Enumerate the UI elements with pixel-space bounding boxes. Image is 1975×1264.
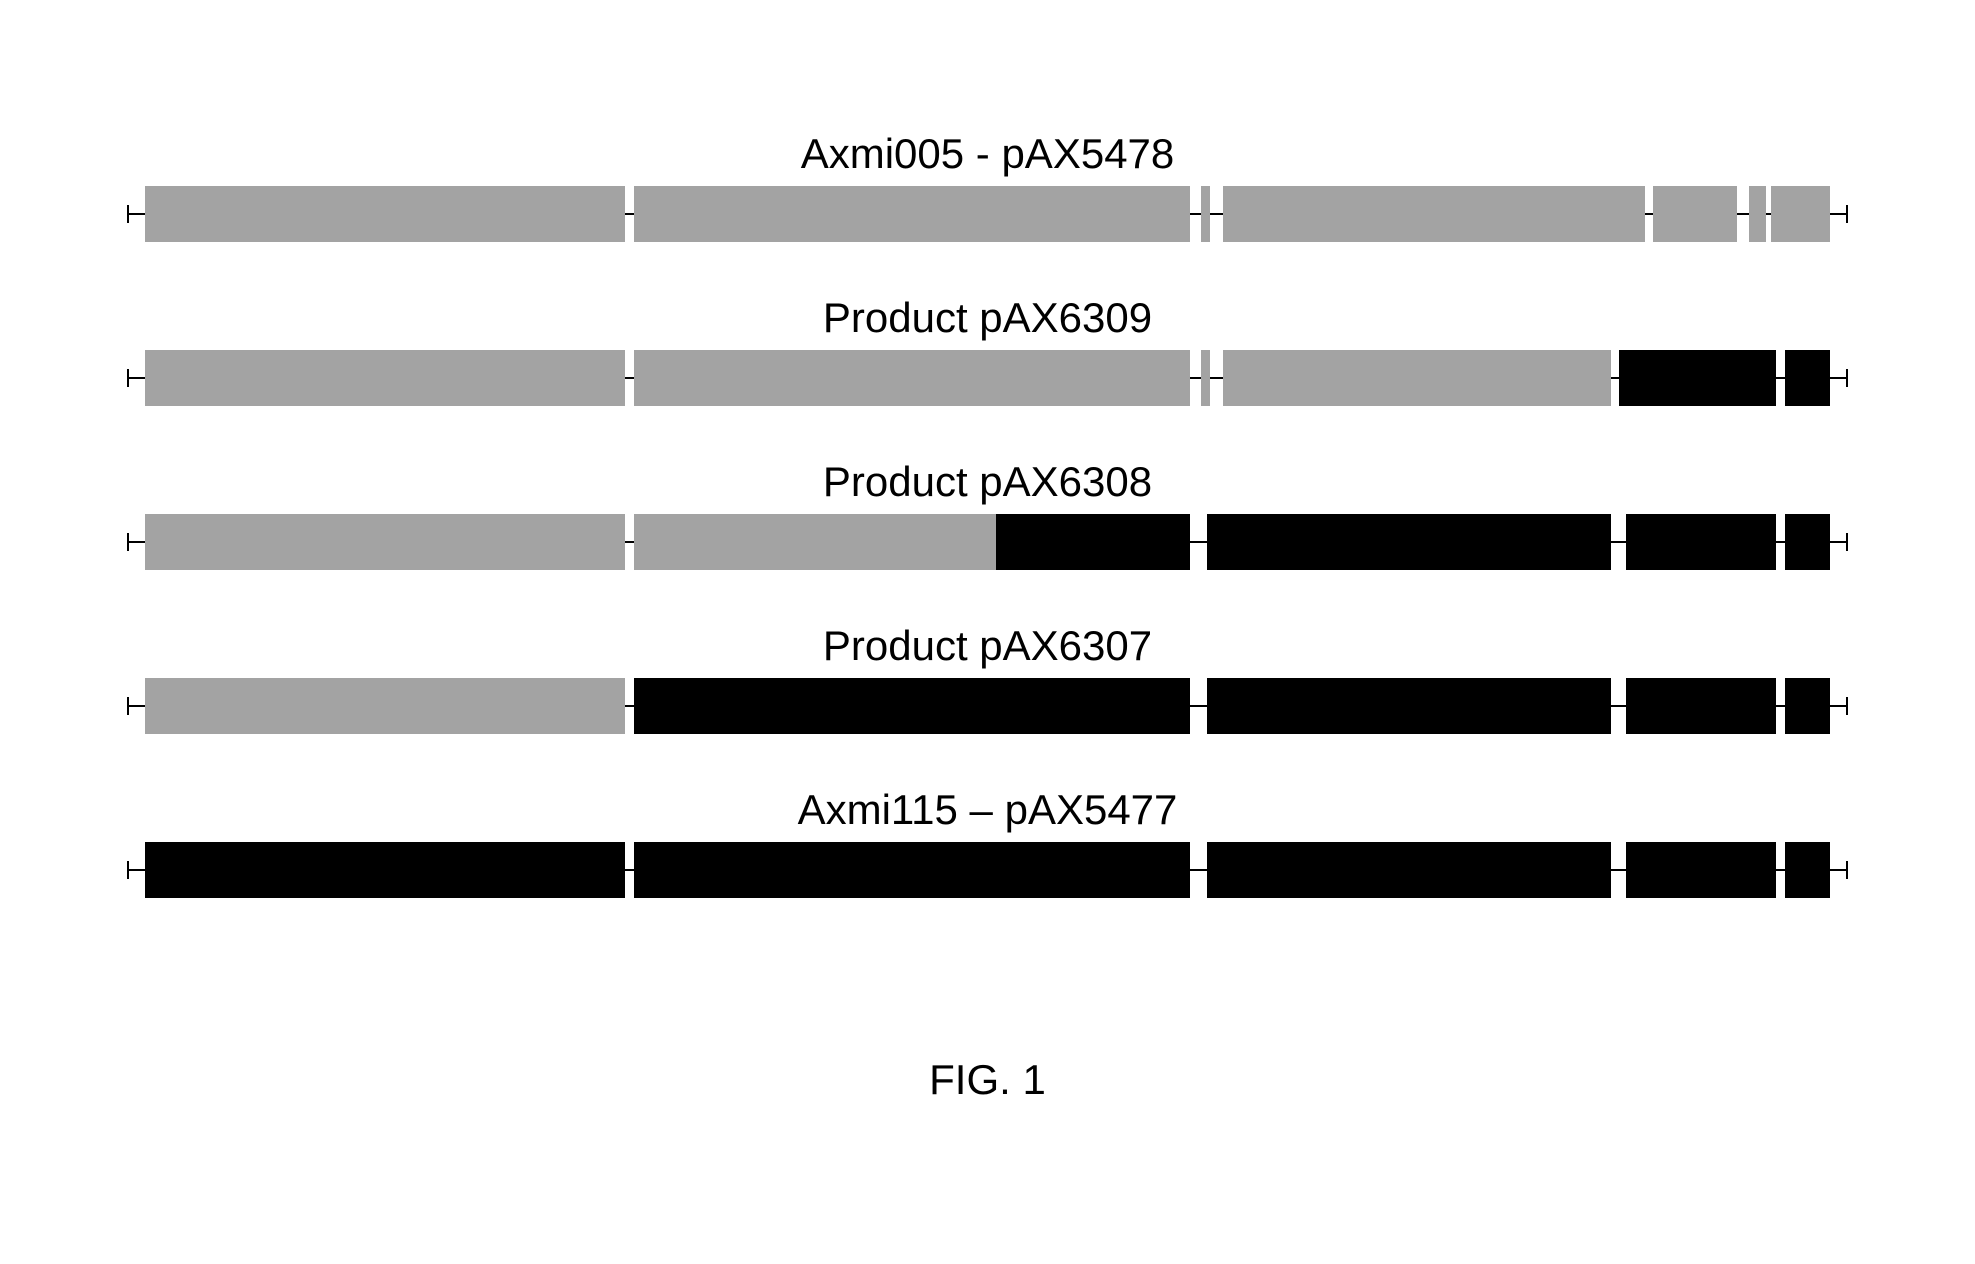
axis-tick [1846,697,1848,715]
track-group: Product pAX6308 [145,458,1830,570]
gene-track-0 [145,186,1830,242]
gene-segment [1749,186,1766,242]
axis-tick [127,369,129,387]
gene-segment [1201,350,1209,406]
track-group: Product pAX6309 [145,294,1830,406]
gene-segment [1207,842,1611,898]
gene-segment [1619,350,1776,406]
gene-track-1 [145,350,1830,406]
track-label: Product pAX6309 [145,294,1830,342]
axis-tick [1846,533,1848,551]
gene-segment [145,186,625,242]
track-group: Axmi115 – pAX5477 [145,786,1830,898]
gene-segment [1223,350,1611,406]
gene-track-2 [145,514,1830,570]
axis-tick [127,697,129,715]
gene-segment [145,842,625,898]
gene-segment [1785,678,1830,734]
gene-segment [1201,186,1209,242]
axis-tick [127,533,129,551]
track-group: Axmi005 - pAX5478 [145,130,1830,242]
gene-segment [1653,186,1737,242]
track-label: Product pAX6307 [145,622,1830,670]
gene-segment [1207,514,1611,570]
axis-tick [127,861,129,879]
track-group: Product pAX6307 [145,622,1830,734]
gene-segment [1785,842,1830,898]
gene-track-4 [145,842,1830,898]
gene-segment [634,678,1190,734]
gene-segment [1207,678,1611,734]
gene-segment [145,514,625,570]
gene-track-3 [145,678,1830,734]
gene-segment [1626,842,1776,898]
gene-segment [145,350,625,406]
gene-segment [634,842,1190,898]
gene-segment [634,350,1190,406]
axis-tick [1846,205,1848,223]
track-label: Axmi115 – pAX5477 [145,786,1830,834]
gene-segment [1626,678,1776,734]
gene-segment [1223,186,1644,242]
figure-caption: FIG. 1 [0,1056,1975,1104]
gene-segment [145,678,625,734]
track-label: Axmi005 - pAX5478 [145,130,1830,178]
gene-segment [1771,186,1830,242]
axis-tick [1846,861,1848,879]
gene-segment [996,514,1190,570]
axis-tick [127,205,129,223]
gene-segment [634,186,1190,242]
gene-segment [1626,514,1776,570]
gene-segment [1785,514,1830,570]
gene-segment [634,514,996,570]
gene-diagram: Axmi005 - pAX5478 Product pAX6309 Produc… [0,0,1975,898]
gene-segment [1785,350,1830,406]
track-label: Product pAX6308 [145,458,1830,506]
axis-tick [1846,369,1848,387]
